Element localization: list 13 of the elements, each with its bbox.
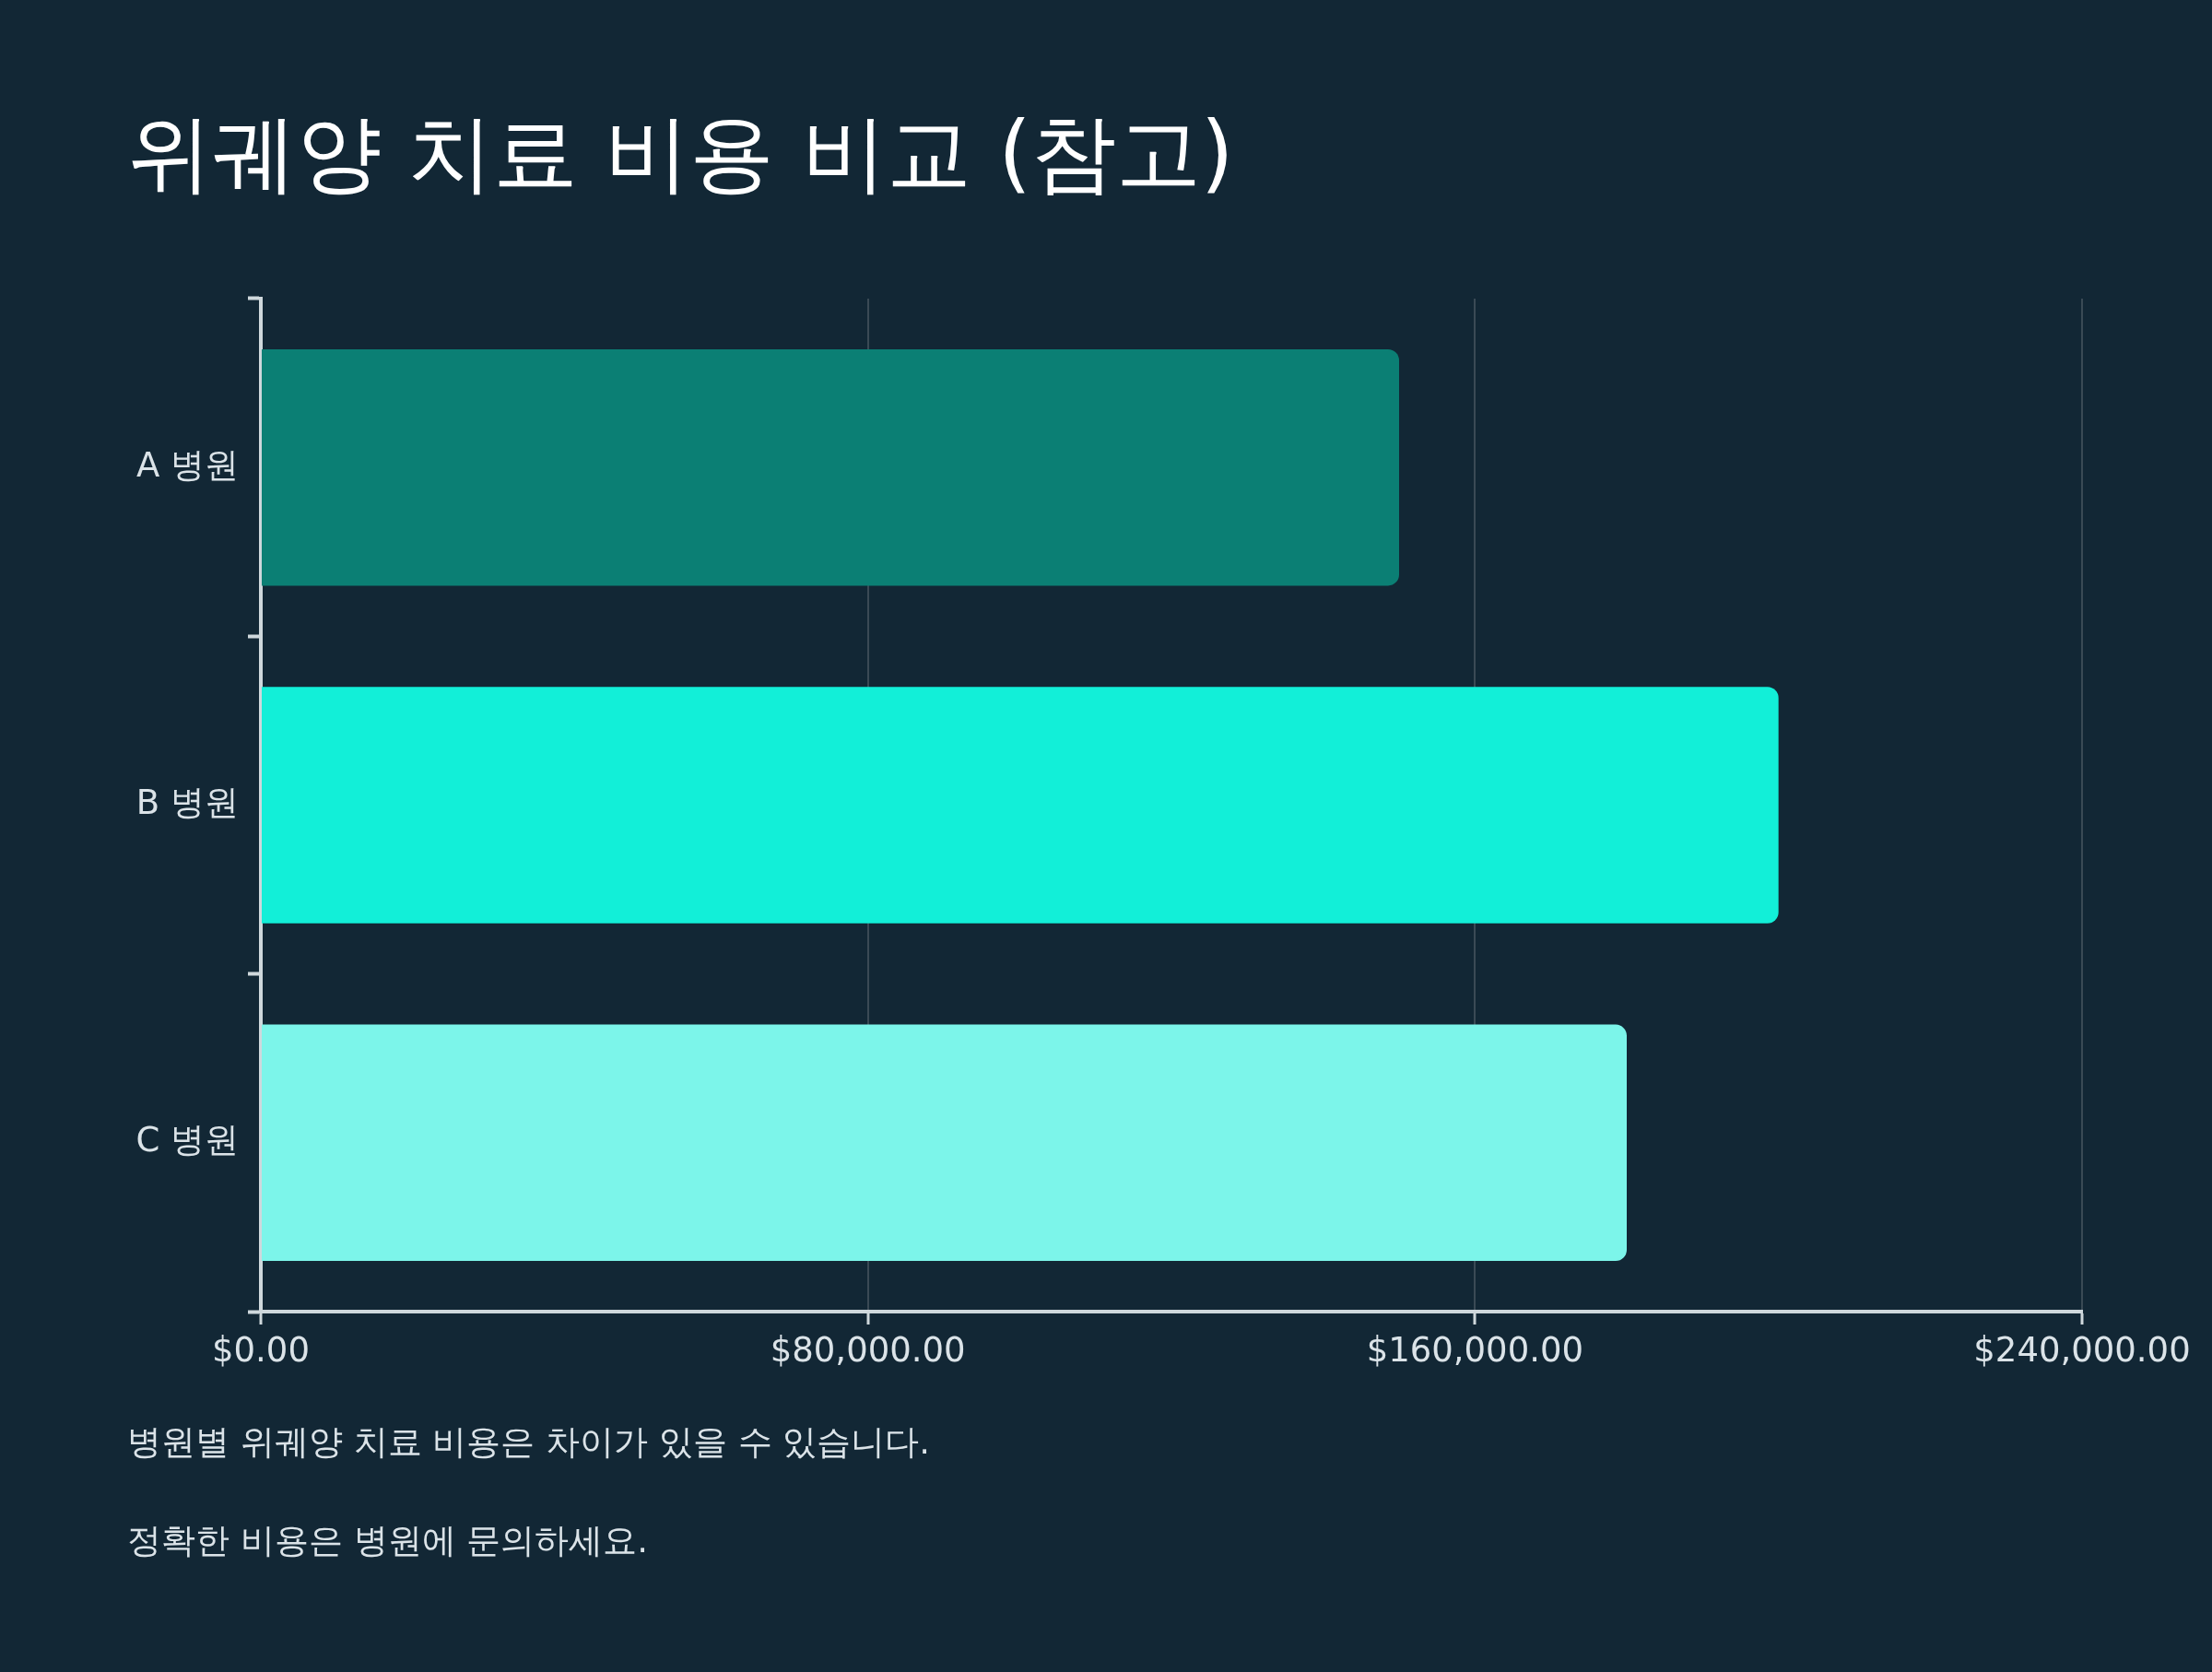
x-tick-label: $160,000.00: [1366, 1329, 1584, 1370]
text: 정확한 비용은 병원에 문의하세요.: [127, 1520, 649, 1562]
y-tick-label: A 병원: [135, 444, 239, 485]
y-tick-label: C 병원: [135, 1120, 239, 1160]
text: 병원별 위궤양 치료 비용은 차이가 있을 수 있습니다.: [127, 1421, 931, 1464]
bar: [262, 687, 1779, 924]
chart-title: 위궤양 치료 비용 비교 (참고): [127, 103, 1234, 205]
y-tick-label: B 병원: [135, 783, 239, 823]
bar: [262, 348, 1399, 586]
x-tick-label: $240,000.00: [1973, 1329, 2191, 1370]
x-tick-label: $80,000.00: [770, 1329, 966, 1370]
bar: [262, 1024, 1627, 1262]
x-tick-label: $0.00: [212, 1329, 310, 1370]
